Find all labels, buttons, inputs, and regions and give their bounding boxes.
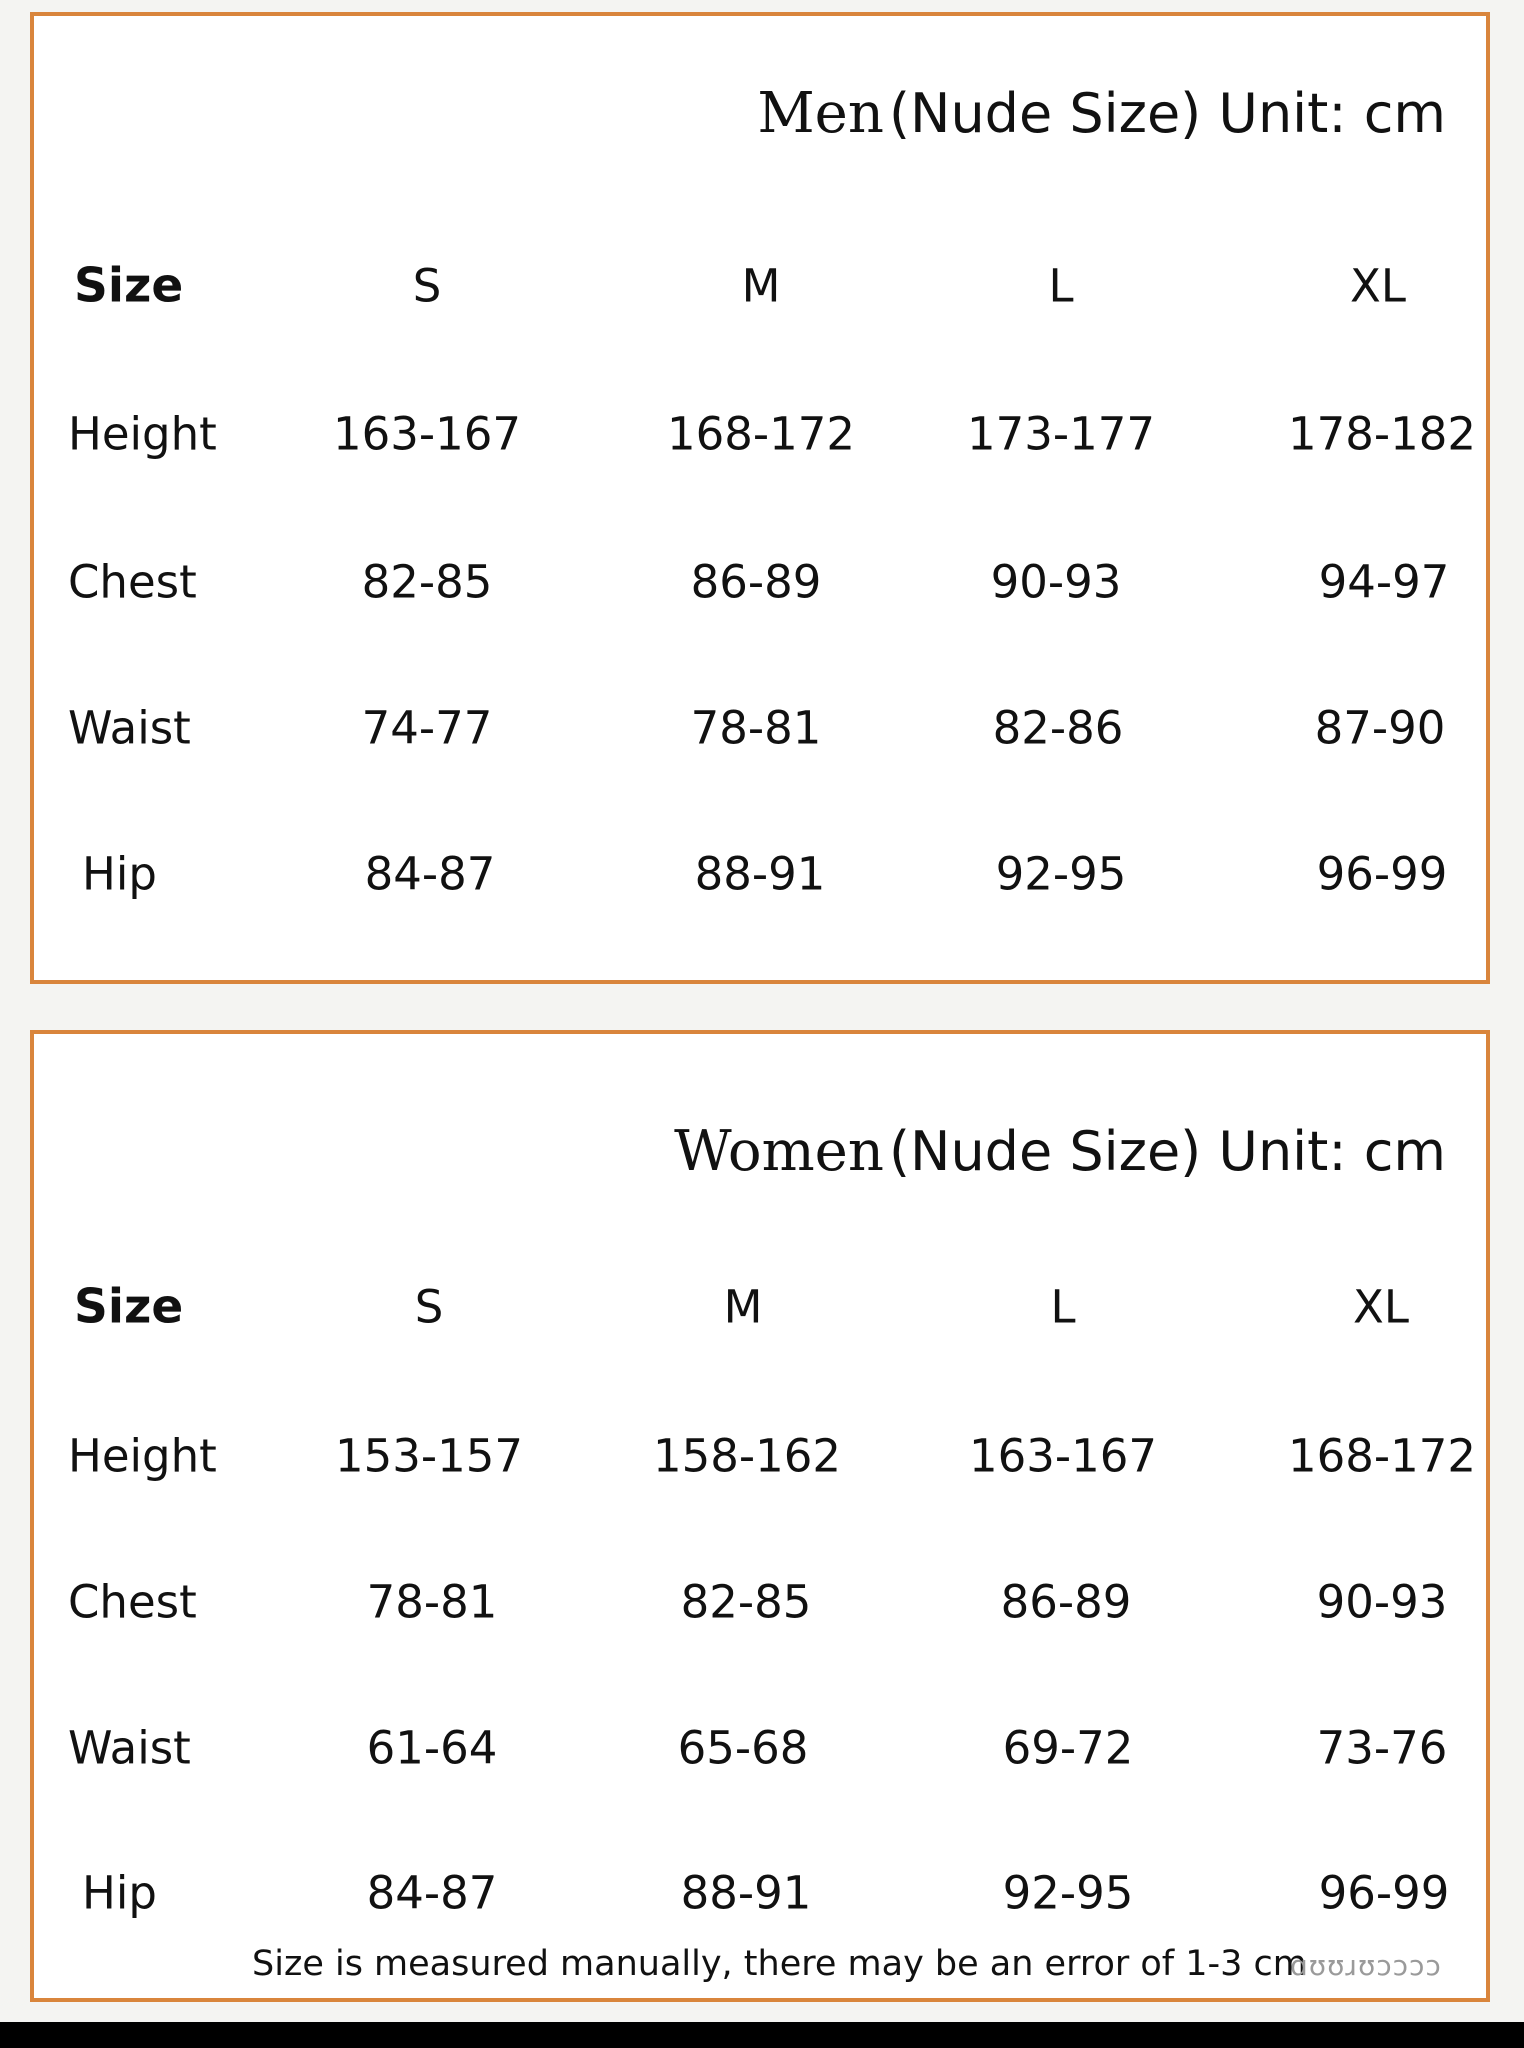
- women-size-table: Women (Nude Size) Unit: cm Size S M L XL…: [30, 1030, 1490, 2002]
- men-hip-xl: 96-99: [1316, 847, 1448, 901]
- women-row-label-waist: Waist: [68, 1721, 191, 1775]
- men-header-l: L: [1048, 259, 1074, 313]
- men-header-s: S: [412, 259, 442, 313]
- women-header-m: M: [723, 1280, 763, 1334]
- women-height-s: 153-157: [334, 1429, 524, 1483]
- men-table-title: Men (Nude Size) Unit: cm: [757, 86, 1446, 142]
- men-hip-s: 84-87: [364, 847, 496, 901]
- women-chest-xl: 90-93: [1316, 1575, 1448, 1629]
- men-chest-l: 90-93: [990, 555, 1122, 609]
- watermark-text: ɑʊʊɹʊɔɔɔɔ: [1290, 1949, 1442, 1982]
- men-height-xl: 178-182: [1287, 407, 1477, 461]
- men-chest-xl: 94-97: [1318, 555, 1450, 609]
- women-height-m: 158-162: [652, 1429, 842, 1483]
- women-hip-s: 84-87: [366, 1866, 498, 1920]
- women-waist-xl: 73-76: [1316, 1721, 1448, 1775]
- men-title-unit: (Nude Size) Unit: cm: [888, 82, 1446, 145]
- women-header-size: Size: [74, 1279, 184, 1335]
- women-waist-l: 69-72: [1002, 1721, 1134, 1775]
- men-chest-m: 86-89: [690, 555, 822, 609]
- women-hip-l: 92-95: [1002, 1866, 1134, 1920]
- men-waist-xl: 87-90: [1314, 701, 1446, 755]
- men-header-size: Size: [74, 258, 184, 314]
- women-hip-xl: 96-99: [1318, 1866, 1450, 1920]
- women-header-xl: XL: [1353, 1280, 1409, 1334]
- women-row-label-height: Height: [68, 1429, 217, 1483]
- men-header-m: M: [741, 259, 781, 313]
- women-row-label-chest: Chest: [68, 1575, 197, 1629]
- women-table-title: Women (Nude Size) Unit: cm: [674, 1124, 1446, 1180]
- women-waist-m: 65-68: [677, 1721, 809, 1775]
- men-chest-s: 82-85: [361, 555, 493, 609]
- women-chest-m: 82-85: [680, 1575, 812, 1629]
- men-height-m: 168-172: [666, 407, 856, 461]
- men-height-l: 173-177: [966, 407, 1156, 461]
- men-hip-l: 92-95: [995, 847, 1127, 901]
- women-height-l: 163-167: [968, 1429, 1158, 1483]
- women-waist-s: 61-64: [366, 1721, 498, 1775]
- women-row-label-hip: Hip: [82, 1866, 157, 1920]
- measurement-note: Size is measured manually, there may be …: [252, 1944, 1307, 1984]
- men-row-label-hip: Hip: [82, 847, 157, 901]
- bottom-black-bar: [0, 2022, 1524, 2048]
- men-row-label-chest: Chest: [68, 555, 197, 609]
- men-waist-m: 78-81: [690, 701, 822, 755]
- men-waist-s: 74-77: [361, 701, 493, 755]
- men-row-label-height: Height: [68, 407, 217, 461]
- men-height-s: 163-167: [332, 407, 522, 461]
- women-header-l: L: [1050, 1280, 1076, 1334]
- men-waist-l: 82-86: [992, 701, 1124, 755]
- women-header-s: S: [414, 1280, 444, 1334]
- men-size-table: Men (Nude Size) Unit: cm Size S M L XL H…: [30, 12, 1490, 984]
- women-chest-s: 78-81: [366, 1575, 498, 1629]
- men-row-label-waist: Waist: [68, 701, 191, 755]
- women-chest-l: 86-89: [1000, 1575, 1132, 1629]
- women-height-xl: 168-172: [1287, 1429, 1477, 1483]
- men-hip-m: 88-91: [694, 847, 826, 901]
- men-header-xl: XL: [1350, 259, 1406, 313]
- women-title-unit: (Nude Size) Unit: cm: [888, 1120, 1446, 1183]
- women-title-gender: Women: [674, 1119, 884, 1184]
- men-title-gender: Men: [757, 81, 884, 146]
- women-hip-m: 88-91: [680, 1866, 812, 1920]
